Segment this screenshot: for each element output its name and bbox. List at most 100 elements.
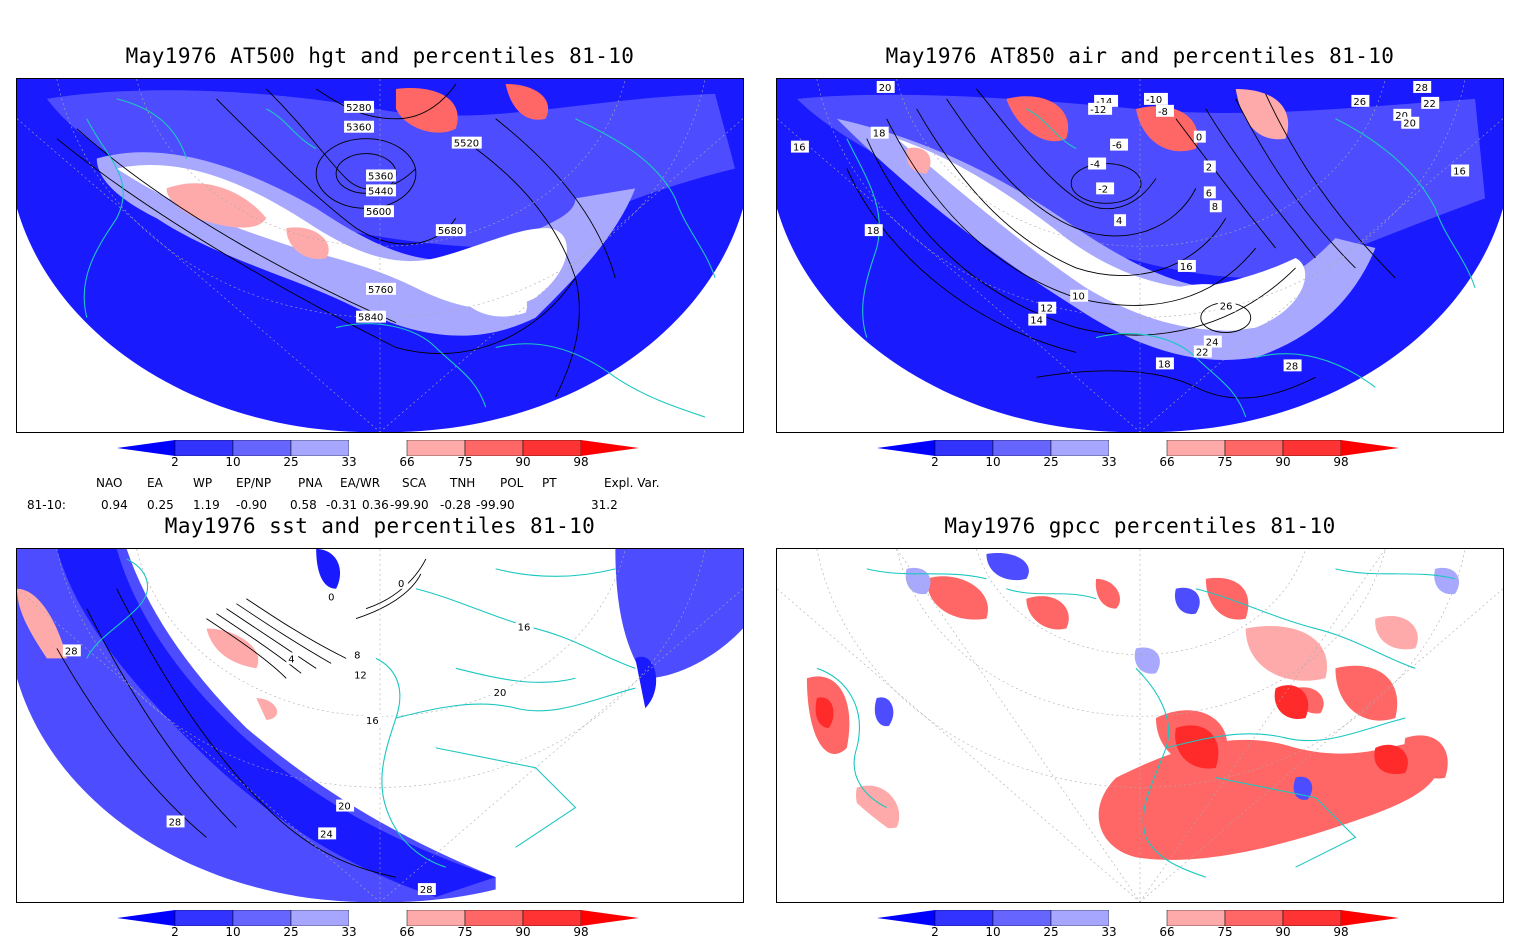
colorbar-panel3: 2 10 25 33 66 75 90 98 [117,910,645,940]
colorbar-label: 75 [457,925,473,939]
colorbar-label: 75 [457,455,473,469]
colorbar-label: 25 [1043,455,1059,469]
map-panel-sst: 28 0 4 8 12 16 20 24 28 20 0 16 28 [16,548,744,903]
contour-label: 5440 [368,186,393,197]
colorbar-label: 2 [171,455,179,469]
index-value-sca: 0.36 [362,498,389,512]
map-panel-hgt500: 5280 5360 5520 5360 5440 5600 5680 5760 … [16,78,744,433]
index-header-sca: SCA [402,476,427,490]
contour-label: 28 [420,885,433,896]
colorbar-label: 66 [399,925,415,939]
contour-label: 26 [1220,302,1233,313]
index-value-eawr: -0.31 [326,498,358,512]
contour-label: 16 [518,623,531,634]
contour-label: 4 [288,654,294,665]
contour-label: 16 [1180,262,1193,273]
contour-label: 28 [65,646,78,657]
contour-label: 5360 [368,171,393,182]
colorbar-label: 25 [283,455,299,469]
contour-label: 20 [338,802,351,813]
contour-label: 6 [1206,188,1212,199]
colorbar-panel2: 2 10 25 33 66 75 90 98 [877,440,1405,472]
index-header-pt: PT [542,476,557,490]
colorbar-label: 25 [283,925,299,939]
contour-label: 20 [1403,119,1416,130]
contour-label: 5840 [358,313,383,324]
contour-label: 16 [1453,166,1466,177]
index-value-explvar: 31.2 [591,498,618,512]
colorbar-label: 75 [1217,455,1233,469]
index-value-pt: -99.90 [476,498,515,512]
contour-label: 20 [1395,111,1408,122]
contour-label: 28 [169,817,182,828]
colorbar-label: 98 [573,925,589,939]
contour-label: 22 [1196,347,1209,358]
index-value-wp: 1.19 [193,498,220,512]
colorbar-label: 75 [1217,925,1233,939]
index-value-ea: 0.25 [147,498,174,512]
contour-label: 8 [354,650,360,661]
colorbar-panel1: 2 10 25 33 66 75 90 98 [117,440,645,472]
contour-label: -6 [1112,141,1122,152]
index-header-wp: WP [193,476,213,490]
contour-label: 28 [1286,361,1299,372]
index-value-pol: -0.28 [440,498,472,512]
contour-label: 5280 [346,103,371,114]
contour-label: 14 [1030,316,1043,327]
panel4-title: May1976 gpcc percentiles 81-10 [944,514,1336,538]
contour-label: -4 [1090,160,1100,171]
colorbar-label: 10 [985,925,1001,939]
colorbar-label: 2 [931,455,939,469]
contour-label: -10 [1146,95,1162,106]
contour-label: 12 [354,670,367,681]
map-panel-air850: 20 18 16 -14 -12 -10 -8 -6 0 -4 -2 2 6 8… [776,78,1504,433]
map-panel-gpcc [776,548,1504,903]
colorbar-swatches [117,440,639,456]
colorbar-label: 10 [225,455,241,469]
colorbar-label: 33 [341,455,357,469]
colorbar-label: 10 [985,455,1001,469]
contour-label: 0 [1196,133,1202,144]
contour-label: 18 [873,129,886,140]
colorbar-label: 90 [1275,925,1291,939]
colorbar-label: 90 [1275,455,1291,469]
contour-label: 5680 [438,226,463,237]
contour-label: 5760 [368,285,393,296]
colorbar-label: 66 [1159,925,1175,939]
sst-map: 28 0 4 8 12 16 20 24 28 20 0 16 28 [17,549,743,902]
colorbar-label: 10 [225,925,241,939]
contour-label: -12 [1090,105,1106,116]
index-header-ea: EA [147,476,163,490]
index-header-eawr: EA/WR [340,476,381,490]
contour-label: 12 [1040,304,1053,315]
contour-label: 16 [793,143,806,154]
colorbar-label: 2 [931,925,939,939]
colorbar-swatches [877,440,1399,456]
contour-label: 5360 [346,123,371,134]
contour-label: 4 [1116,216,1122,227]
index-row-label: 81-10: [27,498,66,512]
index-header-nao: NAO [96,476,123,490]
colorbar-label: 2 [171,925,179,939]
colorbar-label: 66 [399,455,415,469]
colorbar-label: 98 [1333,455,1349,469]
colorbar-label: 33 [341,925,357,939]
contour-label: 18 [1158,359,1171,370]
index-header-pol: POL [500,476,524,490]
contour-label: 26 [1353,97,1366,108]
colorbar-panel4: 2 10 25 33 66 75 90 98 [877,910,1405,940]
contour-label: 24 [320,829,333,840]
contour-label: 28 [1415,83,1428,94]
contour-label: 5520 [454,139,479,150]
index-header-pna: PNA [298,476,323,490]
index-value-tnh: -99.90 [390,498,429,512]
colorbar-label: 66 [1159,455,1175,469]
contour-label: -2 [1098,184,1108,195]
index-header-epnp: EP/NP [236,476,272,490]
gpcc-map [777,549,1503,902]
colorbar-label: 90 [515,455,531,469]
contour-label: 20 [879,83,892,94]
colorbar-label: 33 [1101,455,1117,469]
colorbar-label: 90 [515,925,531,939]
index-value-epnp: -0.90 [236,498,268,512]
